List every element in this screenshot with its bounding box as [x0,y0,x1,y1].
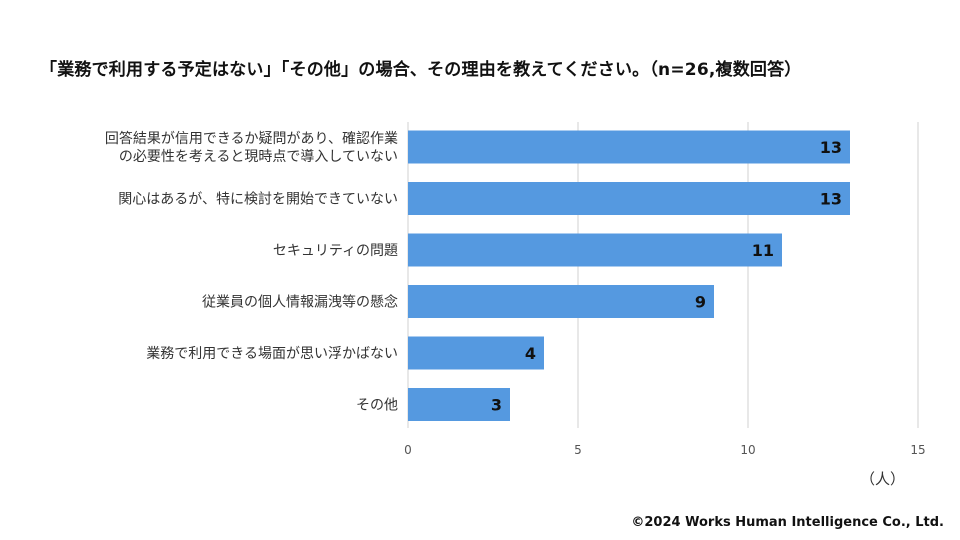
bar [408,336,544,370]
bar [408,388,510,421]
bar [408,285,714,318]
category-label: その他 [356,398,398,414]
category-label: 業務で利用できる場面が思い浮かばない [146,346,398,362]
bar-value-label: 9 [695,293,706,312]
bar [408,130,850,164]
copyright-notice: ©2024 Works Human Intelligence Co., Ltd. [631,515,944,530]
x-tick-label: 10 [740,443,755,457]
category-labels: 回答結果が信用できるか疑問があり、確認作業の必要性を考えると現時点で導入していな… [105,130,398,414]
bar-value-label: 3 [491,396,502,415]
category-label: セキュリティの問題 [273,243,398,259]
bars [408,130,850,421]
category-label: 回答結果が信用できるか疑問があり、確認作業 [105,130,398,147]
x-unit-label: （人） [860,470,905,488]
category-label: の必要性を考えると現時点で導入していない [119,149,398,165]
chart-title: 「業務で利用する予定はない」「その他」の場合、その理由を教えてください。（n=2… [40,60,802,80]
x-tick-label: 15 [910,443,925,457]
bar-value-label: 11 [752,241,774,260]
category-label: 従業員の個人情報漏洩等の懸念 [202,294,398,311]
bar [408,182,850,215]
data-labels: 13 13 11 9 4 3 [491,138,842,415]
bar-value-label: 13 [820,190,842,209]
grid-lines [407,122,919,428]
x-tick-labels: 0 5 10 15 [404,443,925,457]
bar [408,233,782,267]
category-label: 関心はあるが、特に検討を開始できていない [118,192,398,208]
bar-value-label: 4 [525,344,536,363]
x-tick-label: 0 [404,443,412,457]
x-tick-label: 5 [574,443,582,457]
bar-value-label: 13 [820,138,842,157]
